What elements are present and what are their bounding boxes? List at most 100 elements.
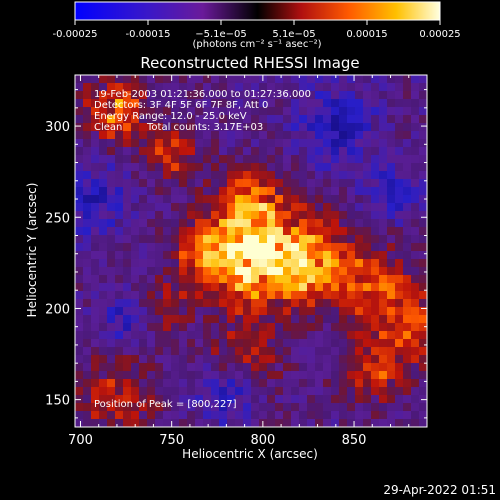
heatmap-cell: [403, 387, 412, 396]
heatmap-cell: [123, 83, 132, 92]
heatmap-cell: [235, 235, 244, 244]
heatmap-cell: [419, 131, 427, 140]
heatmap-cell: [411, 187, 420, 196]
heatmap-cell: [139, 355, 148, 364]
heatmap-cell: [171, 251, 180, 260]
heatmap-cell: [131, 419, 140, 427]
heatmap-cell: [147, 307, 156, 316]
heatmap-cell: [299, 115, 308, 124]
heatmap-cell: [179, 411, 188, 420]
heatmap-cell: [123, 315, 132, 324]
heatmap-cell: [259, 243, 268, 252]
heatmap-cell: [411, 371, 420, 380]
heatmap-cell: [75, 163, 84, 172]
heatmap-cell: [387, 411, 396, 420]
heatmap-cell: [299, 235, 308, 244]
heatmap-cell: [107, 371, 116, 380]
heatmap-cell: [267, 139, 276, 148]
heatmap-cell: [291, 107, 300, 116]
heatmap-cell: [107, 267, 116, 276]
heatmap-cell: [371, 179, 380, 188]
heatmap-cell: [131, 267, 140, 276]
heatmap-cell: [187, 187, 196, 196]
heatmap-cell: [75, 315, 84, 324]
heatmap-cell: [307, 315, 316, 324]
heatmap-cell: [195, 139, 204, 148]
heatmap-cell: [355, 91, 364, 100]
heatmap-cell: [139, 331, 148, 340]
heatmap-cell: [291, 403, 300, 412]
heatmap-cell: [179, 323, 188, 332]
heatmap-cell: [339, 363, 348, 372]
heatmap-cell: [283, 203, 292, 212]
heatmap-cell: [91, 251, 100, 260]
heatmap-cell: [91, 243, 100, 252]
heatmap-cell: [99, 355, 108, 364]
heatmap-cell: [411, 259, 420, 268]
heatmap-cell: [355, 147, 364, 156]
heatmap-cell: [411, 155, 420, 164]
heatmap-cell: [387, 115, 396, 124]
heatmap-cell: [99, 155, 108, 164]
heatmap-cell: [395, 107, 404, 116]
heatmap-cell: [315, 355, 324, 364]
heatmap-cell: [355, 347, 364, 356]
heatmap-cell: [299, 179, 308, 188]
heatmap-cell: [387, 155, 396, 164]
heatmap-cell: [387, 259, 396, 268]
heatmap-cell: [403, 299, 412, 308]
heatmap-cell: [139, 195, 148, 204]
heatmap-cell: [235, 403, 244, 412]
heatmap-cell: [203, 115, 212, 124]
heatmap-cell: [187, 291, 196, 300]
heatmap-cell: [83, 291, 92, 300]
heatmap-cell: [147, 251, 156, 260]
heatmap-cell: [139, 75, 148, 84]
heatmap-cell: [187, 267, 196, 276]
x-tick-label: 850: [342, 433, 367, 448]
heatmap-cell: [283, 171, 292, 180]
heatmap-cell: [283, 235, 292, 244]
heatmap-cell: [99, 267, 108, 276]
heatmap-cell: [91, 323, 100, 332]
heatmap-cell: [251, 299, 260, 308]
heatmap-cell: [187, 275, 196, 284]
heatmap-cell: [187, 83, 196, 92]
heatmap-cell: [371, 411, 380, 420]
heatmap-cell: [219, 275, 228, 284]
heatmap-cell: [251, 187, 260, 196]
heatmap-cell: [379, 179, 388, 188]
heatmap-cell: [211, 219, 220, 228]
heatmap-cell: [411, 171, 420, 180]
heatmap-cell: [203, 131, 212, 140]
heatmap-cell: [307, 91, 316, 100]
heatmap-cell: [171, 139, 180, 148]
heatmap-cell: [251, 123, 260, 132]
heatmap-cell: [131, 187, 140, 196]
heatmap-cell: [347, 91, 356, 100]
heatmap-cell: [403, 259, 412, 268]
heatmap-cell: [243, 251, 252, 260]
heatmap-cell: [395, 123, 404, 132]
heatmap-cell: [75, 187, 84, 196]
heatmap-cell: [123, 243, 132, 252]
heatmap-cell: [163, 395, 172, 404]
heatmap-cell: [147, 163, 156, 172]
heatmap-cell: [379, 115, 388, 124]
heatmap-cell: [219, 363, 228, 372]
heatmap-cell: [251, 251, 260, 260]
heatmap-cell: [211, 379, 220, 388]
heatmap-cell: [203, 283, 212, 292]
heatmap-cell: [211, 235, 220, 244]
heatmap-cell: [355, 171, 364, 180]
heatmap-cell: [275, 251, 284, 260]
heatmap-cell: [315, 235, 324, 244]
heatmap-cell: [163, 411, 172, 420]
heatmap-cell: [115, 267, 124, 276]
heatmap-cell: [99, 203, 108, 212]
heatmap-cell: [227, 355, 236, 364]
heatmap-cell: [99, 75, 108, 84]
heatmap-cell: [283, 227, 292, 236]
heatmap-cell: [227, 371, 236, 380]
heatmap-cell: [395, 251, 404, 260]
